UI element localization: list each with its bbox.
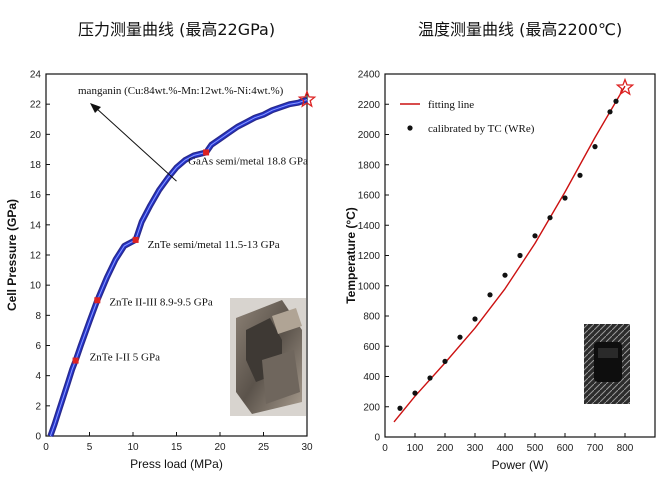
left-chart-title: 压力测量曲线 (最高22GPa) [78,20,276,39]
temperature-y-axis-label: Temperature (°C) [344,207,358,304]
temperature-x-tick-label: 700 [587,443,604,454]
legend-tc-point-swatch [407,125,413,131]
tc-calibration-point [397,405,403,411]
pressure-x-tick-label: 30 [301,442,313,453]
tc-calibration-point [613,98,619,104]
pressure-x-tick-label: 20 [214,442,226,453]
pressure-x-tick-label: 5 [87,442,93,453]
pressure-y-axis-label: Cell Pressure (GPa) [5,199,19,311]
tc-calibration-point [412,390,418,396]
pressure-y-tick-label: 2 [35,401,41,412]
temperature-y-tick-label: 600 [363,342,380,353]
temperature-x-tick-label: 200 [437,443,454,454]
pressure-y-tick-label: 12 [30,251,42,262]
pressure-y-tick-label: 16 [30,190,42,201]
temperature-y-tick-label: 200 [363,402,380,413]
temperature-x-tick-label: 400 [497,443,514,454]
tc-calibration-point [472,316,478,322]
pressure-calibration-label: ZnTe semi/metal 11.5-13 GPa [148,239,280,251]
temperature-y-tick-label: 1000 [358,281,381,292]
pressure-x-tick-label: 10 [127,442,139,453]
temperature-max-star [615,77,635,96]
tc-calibration-point [442,358,448,364]
tc-calibration-point [487,292,493,298]
pressure-y-tick-label: 14 [30,220,42,231]
temperature-y-tick-label: 1800 [358,160,381,171]
pressure-calibration-point [72,357,79,364]
pressure-x-tick-label: 15 [171,442,183,453]
pressure-y-tick-label: 10 [30,281,42,292]
legend-tc-point-label: calibrated by TC (WRe) [428,123,535,135]
temperature-x-tick-label: 0 [382,443,388,454]
temperature-x-tick-label: 100 [407,443,424,454]
tc-calibration-point [577,172,583,178]
heater-grid-photo [584,324,630,404]
pressure-calibration-point [203,149,210,156]
tc-calibration-point [607,109,613,115]
pressure-x-tick-label: 0 [43,442,49,453]
temperature-y-tick-label: 2200 [358,100,381,111]
pressure-x-axis-label: Press load (MPa) [130,457,223,471]
temperature-y-tick-label: 0 [374,433,380,444]
sample-cube-photo [230,298,306,416]
tc-calibration-point [532,233,538,239]
temperature-x-tick-label: 300 [467,443,484,454]
pressure-calibration-label: GaAs semi/metal 18.8 GPa [188,155,308,167]
manganin-annotation-label: manganin (Cu:84wt.%-Mn:12wt.%-Ni:4wt.%) [78,85,284,97]
pressure-y-tick-label: 20 [30,130,42,141]
tc-calibration-point [517,252,523,259]
tc-calibration-point [547,215,553,221]
temperature-x-tick-label: 600 [557,443,574,454]
temperature-y-tick-label: 1400 [358,221,381,232]
pressure-y-tick-label: 0 [35,432,41,443]
temperature-x-tick-label: 500 [527,443,544,454]
pressure-y-tick-label: 8 [35,311,41,322]
manganin-annotation-arrow [95,107,177,182]
pressure-calibration-label: ZnTe II-III 8.9-9.5 GPa [109,296,213,308]
pressure-y-tick-label: 22 [30,100,42,111]
pressure-y-tick-label: 24 [30,70,42,81]
temperature-y-tick-label: 800 [363,312,380,323]
tc-calibration-point [592,144,598,150]
fitting-line [393,85,626,423]
pressure-y-tick-label: 4 [35,371,41,382]
temperature-y-tick-label: 400 [363,372,380,383]
legend-fitting-line-label: fitting line [428,99,474,111]
pressure-calibration-point [94,297,101,304]
temperature-y-tick-label: 2000 [358,130,381,141]
pressure-y-tick-label: 18 [30,160,42,171]
right-chart-title: 温度测量曲线 (最高2200℃) [418,20,623,39]
temperature-y-tick-label: 2400 [358,70,381,81]
pressure-y-tick-label: 6 [35,341,41,352]
temperature-x-tick-label: 800 [617,443,634,454]
tc-calibration-point [502,272,508,278]
temperature-y-tick-label: 1600 [358,191,381,202]
manganin-annotation-arrowhead [90,103,101,113]
manganin-curve-highlight [49,99,308,437]
pressure-calibration-label: ZnTe I-II 5 GPa [90,352,161,364]
tc-calibration-point [457,334,463,340]
tc-calibration-point [562,195,568,201]
temperature-y-tick-label: 1200 [358,251,381,262]
pressure-x-tick-label: 25 [258,442,270,453]
temperature-chart: 0 100 200 300 400 500 600 700 800 0 200 400 600 800 10… [344,70,656,472]
temperature-x-axis-label: Power (W) [492,458,549,472]
pressure-max-star [297,89,317,108]
pressure-calibration-point [132,236,139,243]
tc-calibration-point [427,375,433,381]
